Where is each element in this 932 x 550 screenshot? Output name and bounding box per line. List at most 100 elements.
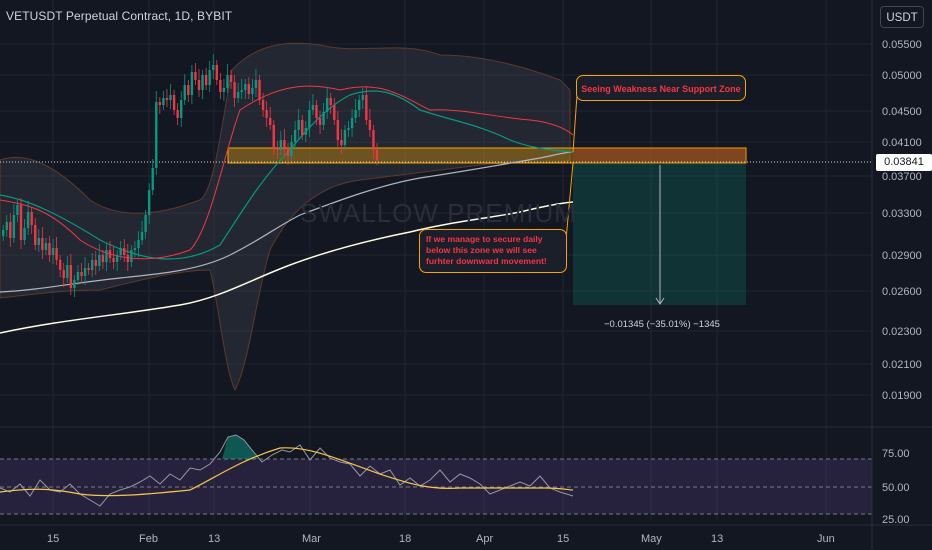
candle-body <box>162 98 165 105</box>
price-axis[interactable]: 0.05500 0.05000 0.04500 0.04100 0.03700 0.033… <box>882 39 922 402</box>
callout-weakness[interactable]: Seeing Weakness Near Support Zone <box>576 75 746 101</box>
candle-body <box>58 260 62 270</box>
candle-body <box>51 248 55 255</box>
current-price-tag: 0.03841 <box>876 154 932 171</box>
candle-body <box>34 225 37 245</box>
candle-body <box>365 95 368 120</box>
candle-body <box>233 82 236 98</box>
price-tick-label: 0.02300 <box>882 326 922 338</box>
candle-body <box>265 110 268 118</box>
candle-body <box>9 222 12 238</box>
ma-100-line <box>0 151 574 293</box>
candle-body <box>66 265 69 278</box>
candle-body <box>98 255 101 266</box>
candle-body <box>108 250 112 258</box>
candle-body <box>350 118 354 128</box>
candle-body <box>165 98 169 100</box>
candle-body <box>251 88 254 94</box>
candle-body <box>155 102 158 168</box>
candle-body <box>240 90 243 92</box>
candle-body <box>37 238 40 245</box>
candle-body <box>123 248 126 255</box>
rsi-tick-label: 25.00 <box>882 514 910 526</box>
candle-body <box>69 265 73 288</box>
candle-body <box>343 130 347 145</box>
candle-body <box>190 72 194 95</box>
candle-body <box>201 75 204 90</box>
candle-body <box>215 65 218 80</box>
candle-body <box>244 84 247 90</box>
measure-arrowhead <box>655 297 665 305</box>
candle-body <box>133 248 137 250</box>
candle-body <box>76 272 80 280</box>
stop-box <box>573 148 746 163</box>
candle-body <box>119 248 122 255</box>
candle-body <box>183 85 186 100</box>
support-zone <box>227 147 747 164</box>
time-tick-label: 15 <box>47 533 59 545</box>
price-tick-label: 0.02900 <box>882 250 922 262</box>
candle-body <box>151 168 154 190</box>
candle-body <box>41 238 44 250</box>
candle-body <box>26 212 30 228</box>
candle-body <box>158 102 162 105</box>
time-axis[interactable]: 15 Feb 13 Mar 18 Apr 15 May 13 Jun <box>47 533 835 545</box>
price-tick-label: 0.04100 <box>882 137 922 149</box>
time-tick-label: 13 <box>208 533 220 545</box>
candle-body <box>279 140 283 150</box>
candle-body <box>19 205 23 240</box>
callout-top-connector <box>572 94 578 153</box>
candlesticks <box>2 54 379 297</box>
time-tick-label: 15 <box>557 533 569 545</box>
candle-body <box>169 95 172 100</box>
callout-breakdown[interactable]: If we manage to secure daily below this … <box>419 229 567 273</box>
candle-body <box>91 260 94 270</box>
candle-body <box>297 120 300 130</box>
candle-body <box>126 255 129 262</box>
candle-body <box>247 84 251 94</box>
candle-body <box>315 105 318 118</box>
rsi-axis[interactable]: 75.00 50.00 25.00 <box>882 448 910 526</box>
time-tick-label: Feb <box>139 533 158 545</box>
candle-body <box>322 112 325 125</box>
measure-label: −0.01345 (−35.01%) −1345 <box>604 319 720 330</box>
candle-body <box>293 130 297 142</box>
price-tick-label: 0.01900 <box>882 390 922 402</box>
candle-body <box>115 255 119 262</box>
rsi-overbought-fill <box>222 435 258 459</box>
candle-body <box>94 260 97 266</box>
candle-body <box>176 110 179 118</box>
price-tick-label: 0.02600 <box>882 286 922 298</box>
candle-body <box>5 222 8 230</box>
candle-body <box>73 280 76 288</box>
candle-body <box>304 128 307 135</box>
candle-body <box>130 250 133 262</box>
time-tick-label: 18 <box>399 533 411 545</box>
candle-body <box>301 120 304 135</box>
currency-button[interactable]: USDT <box>880 6 924 28</box>
candle-body <box>180 100 183 118</box>
candle-body <box>204 75 208 85</box>
candle-body <box>140 232 144 240</box>
candle-body <box>80 272 83 276</box>
price-tick-label: 0.03700 <box>882 171 922 183</box>
candle-body <box>112 258 115 262</box>
candle-body <box>137 240 140 248</box>
price-tick-label: 0.05000 <box>882 70 922 82</box>
candle-body <box>12 215 16 238</box>
candle-body <box>194 72 197 80</box>
candle-body <box>283 140 286 148</box>
candle-body <box>16 205 19 215</box>
time-tick-label: Apr <box>476 533 493 545</box>
candle-body <box>368 120 372 130</box>
candle-body <box>2 230 5 236</box>
candle-body <box>340 140 343 145</box>
candle-body <box>105 250 108 262</box>
candle-body <box>358 100 361 110</box>
candle-body <box>48 243 51 255</box>
candle-body <box>87 268 90 270</box>
price-tick-label: 0.02100 <box>882 359 922 371</box>
price-tick-label: 0.05500 <box>882 39 922 51</box>
symbol-title[interactable]: VETUSDT Perpetual Contract, 1D, BYBIT <box>6 9 233 23</box>
